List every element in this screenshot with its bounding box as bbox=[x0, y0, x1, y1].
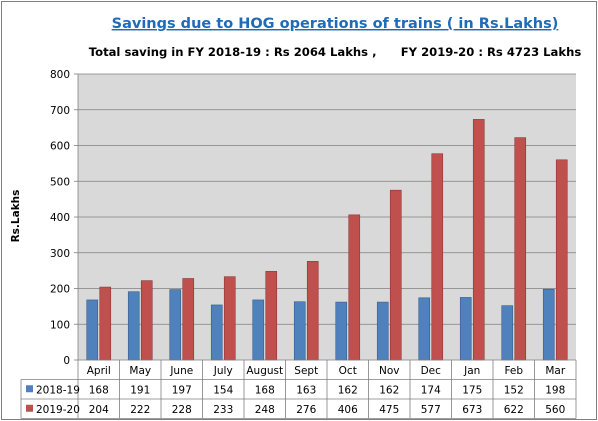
bar-2019-20-august bbox=[265, 271, 278, 361]
legend-swatch-2019-20 bbox=[26, 404, 33, 412]
bar-2019-20-jan bbox=[472, 119, 485, 361]
data-label-2018-19-oct: 162 bbox=[338, 384, 358, 396]
y-tick-label: 600 bbox=[50, 141, 70, 153]
data-label-2019-20-jan: 673 bbox=[462, 404, 482, 416]
gridlines bbox=[78, 73, 576, 325]
x-tick-label: Jan bbox=[463, 365, 480, 377]
data-table: April May June July August Sept Oct Nov Dec Jan Fe… bbox=[20, 359, 577, 419]
bar-2018-19-july bbox=[210, 304, 223, 361]
y-tick-label: 100 bbox=[50, 319, 70, 331]
data-label-2019-20-oct: 406 bbox=[338, 404, 358, 416]
bar-2018-19-dec bbox=[418, 297, 431, 361]
bar-2019-20-july bbox=[223, 276, 236, 361]
bar-2018-19-mar bbox=[542, 288, 555, 361]
data-label-2018-19-august: 168 bbox=[255, 384, 275, 396]
data-label-2019-20-sept: 276 bbox=[296, 404, 316, 416]
bar-2019-20-april bbox=[99, 286, 112, 361]
y-tick-label: 800 bbox=[50, 69, 70, 81]
data-label-2018-19-jan: 175 bbox=[462, 384, 482, 396]
bar-2019-20-sept bbox=[306, 261, 319, 361]
bar-2018-19-feb bbox=[501, 305, 514, 361]
x-tick-label: Mar bbox=[545, 365, 565, 377]
y-tick-label: 400 bbox=[50, 212, 70, 224]
data-label-2018-19-sept: 163 bbox=[296, 384, 316, 396]
bar-2019-20-oct bbox=[348, 214, 361, 361]
x-tick-label: Sept bbox=[294, 365, 318, 377]
bar-2019-20-june bbox=[182, 278, 195, 361]
data-label-2019-20-april: 204 bbox=[89, 404, 109, 416]
y-tick-label: 300 bbox=[50, 248, 70, 260]
y-axis-ticks: 0 100 200 300 400 500 600 700 800 bbox=[50, 69, 79, 367]
x-tick-label: Feb bbox=[504, 365, 523, 377]
bar-2018-19-april bbox=[86, 299, 99, 361]
x-tick-label: July bbox=[213, 365, 233, 377]
x-tick-label: April bbox=[87, 365, 111, 377]
data-label-2018-19-feb: 152 bbox=[504, 384, 524, 396]
bar-2018-19-june bbox=[169, 289, 182, 361]
data-label-2019-20-july: 233 bbox=[213, 404, 233, 416]
x-tick-label: May bbox=[129, 365, 151, 377]
bar-2019-20-nov bbox=[389, 189, 402, 361]
data-label-2019-20-august: 248 bbox=[255, 404, 275, 416]
data-label-2018-19-dec: 174 bbox=[421, 384, 441, 396]
bar-2019-20-feb bbox=[514, 137, 527, 361]
data-label-2018-19-june: 197 bbox=[172, 384, 192, 396]
bar-2019-20-may bbox=[140, 280, 153, 361]
bar-2018-19-sept bbox=[293, 301, 306, 361]
x-tick-label: Nov bbox=[379, 365, 400, 377]
legend-label-2018-19: 2018-19 bbox=[36, 384, 80, 396]
data-label-2018-19-may: 191 bbox=[130, 384, 150, 396]
data-label-2018-19-april: 168 bbox=[89, 384, 109, 396]
y-axis-label: Rs.Lakhs bbox=[10, 190, 22, 243]
bar-2019-20-mar bbox=[555, 159, 568, 361]
x-tick-label: August bbox=[246, 365, 283, 377]
data-label-2018-19-mar: 198 bbox=[545, 384, 565, 396]
data-label-2019-20-june: 228 bbox=[172, 404, 192, 416]
bars bbox=[86, 119, 568, 361]
data-label-2019-20-dec: 577 bbox=[421, 404, 441, 416]
data-label-2018-19-july: 154 bbox=[213, 384, 233, 396]
bar-2018-19-may bbox=[127, 291, 140, 361]
bar-2018-19-nov bbox=[376, 301, 389, 361]
data-label-2019-20-may: 222 bbox=[130, 404, 150, 416]
y-tick-label: 200 bbox=[50, 284, 70, 296]
x-tick-label: Oct bbox=[339, 365, 357, 377]
chart-subtitle: Total saving in FY 2018-19 : Rs 2064 Lak… bbox=[89, 45, 582, 59]
y-tick-label: 500 bbox=[50, 176, 70, 188]
bar-2018-19-august bbox=[252, 299, 265, 361]
chart-title: Savings due to HOG operations of trains … bbox=[112, 16, 559, 32]
x-tick-label: Dec bbox=[421, 365, 442, 377]
x-tick-label: June bbox=[169, 365, 193, 377]
data-label-2019-20-mar: 560 bbox=[545, 404, 565, 416]
legend-label-2019-20: 2019-20 bbox=[36, 404, 80, 416]
data-label-2019-20-feb: 622 bbox=[504, 404, 524, 416]
y-tick-label: 700 bbox=[50, 105, 70, 117]
data-label-2018-19-nov: 162 bbox=[379, 384, 399, 396]
legend-swatch-2018-19 bbox=[26, 385, 33, 393]
bar-2019-20-dec bbox=[431, 153, 444, 361]
y-tick-label: 0 bbox=[63, 355, 70, 367]
data-label-2019-20-nov: 475 bbox=[379, 404, 399, 416]
bar-2018-19-oct bbox=[335, 301, 348, 361]
bar-2018-19-jan bbox=[459, 297, 472, 361]
